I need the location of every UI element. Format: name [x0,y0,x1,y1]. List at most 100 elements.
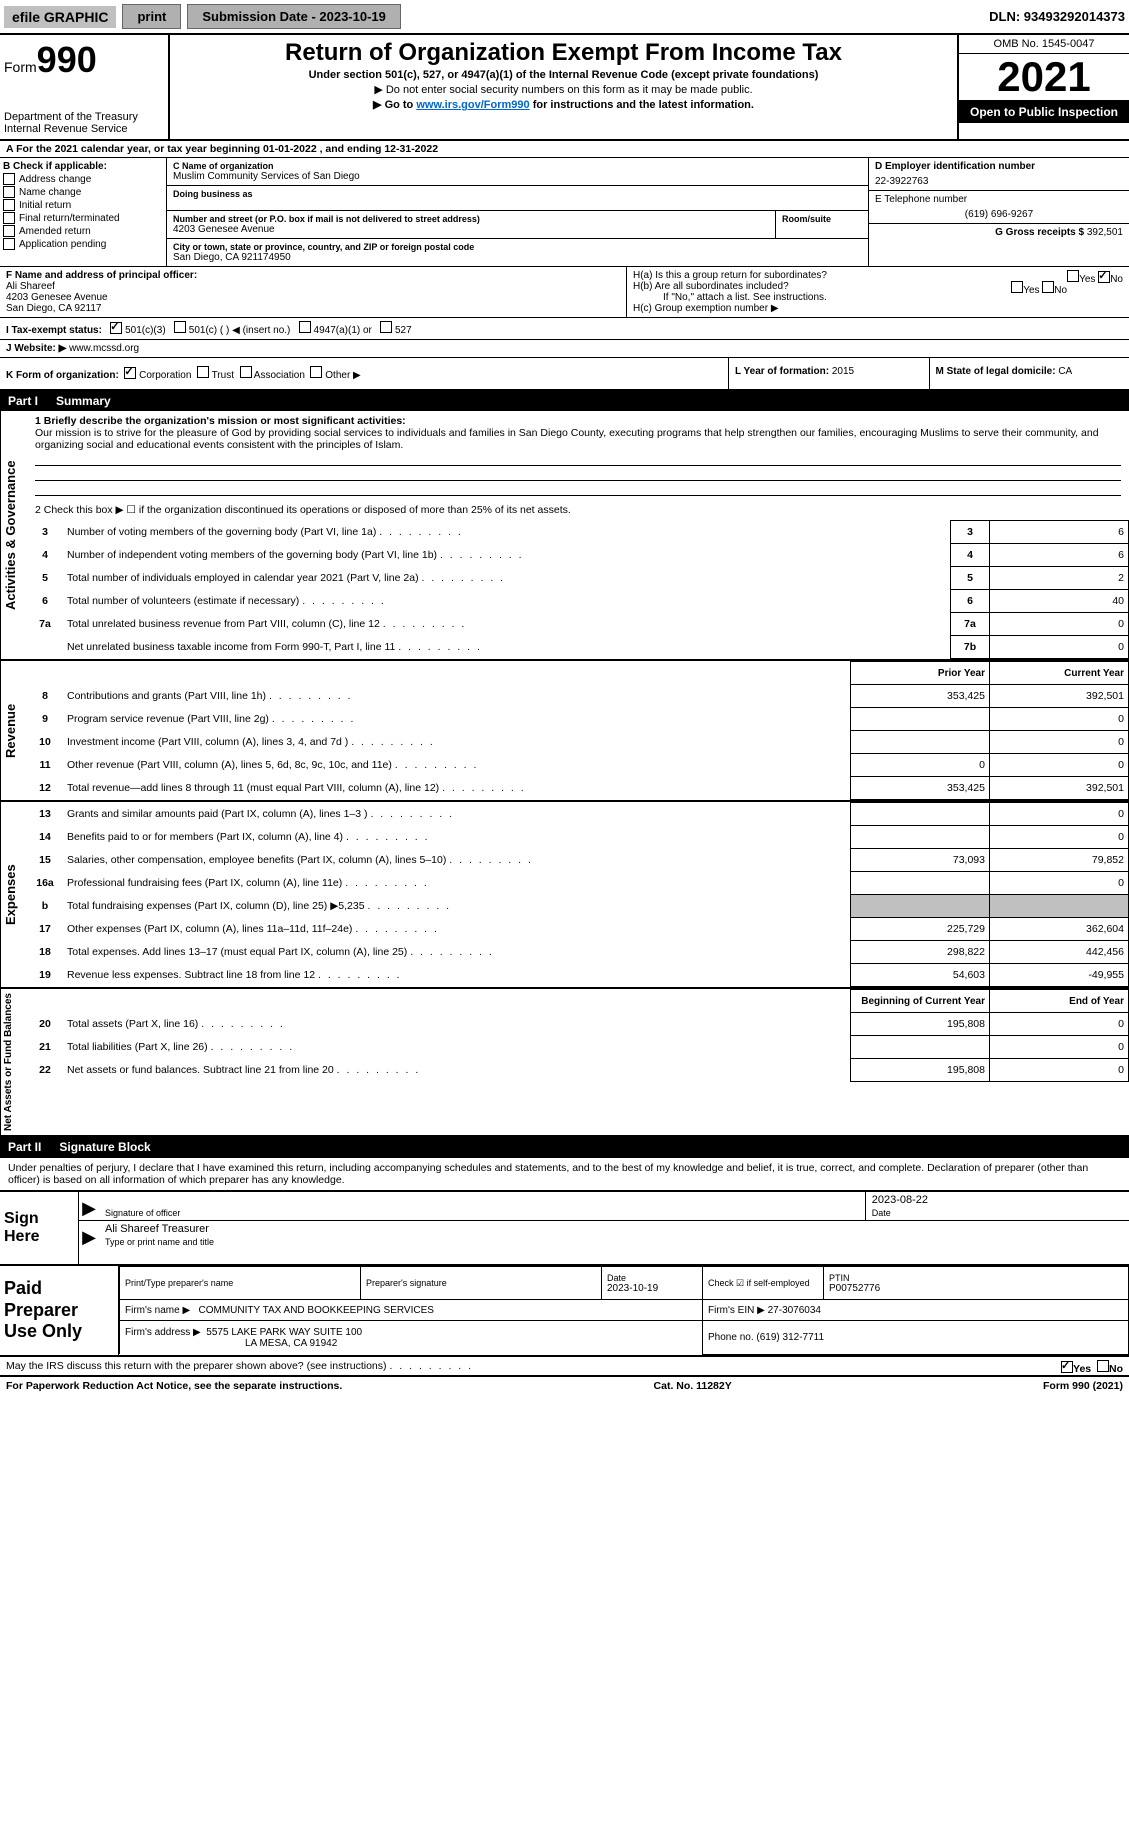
net-assets-block: Net Assets or Fund Balances Beginning of… [0,989,1129,1137]
chk-trust[interactable] [197,366,209,378]
efile-label: efile GRAPHIC [4,6,116,28]
chk-other[interactable] [310,366,322,378]
table-row: 18Total expenses. Add lines 13–17 (must … [27,941,1129,964]
officer-name: Ali Shareef [6,281,55,292]
city-label: City or town, state or province, country… [173,242,862,252]
table-row: 4Number of independent voting members of… [27,544,1129,567]
vert-activities: Activities & Governance [0,411,27,659]
table-row: 19Revenue less expenses. Subtract line 1… [27,964,1129,987]
firm-addr-cell: Firm's address ▶ 5575 LAKE PARK WAY SUIT… [120,1321,703,1355]
sign-date-field: 2023-08-22 Date [865,1192,1129,1220]
chk-amended[interactable]: Amended return [3,225,163,237]
h-c: H(c) Group exemption number ▶ [633,303,1123,314]
end-header: End of Year [990,990,1129,1013]
dba-label: Doing business as [173,189,862,199]
ag-table: 3Number of voting members of the governi… [27,520,1129,659]
vert-expenses: Expenses [0,802,27,987]
chk-4947[interactable] [299,321,311,333]
table-row: 8Contributions and grants (Part VIII, li… [27,685,1129,708]
ein-value: 22-3922763 [875,176,1123,187]
entity-block: B Check if applicable: Address change Na… [0,158,1129,267]
activities-governance-block: Activities & Governance 1 Briefly descri… [0,411,1129,661]
top-toolbar: efile GRAPHIC print Submission Date - 20… [0,0,1129,33]
self-employed-cell[interactable]: Check ☑ if self-employed [703,1267,824,1300]
gross-value: 392,501 [1087,227,1123,238]
preparer-table: Print/Type preparer's name Preparer's si… [119,1266,1129,1355]
footer: For Paperwork Reduction Act Notice, see … [0,1377,1129,1395]
part-2-num: Part II [8,1140,41,1154]
city-value: San Diego, CA 921174950 [173,252,862,263]
h-a: H(a) Is this a group return for subordin… [633,270,1123,281]
officer-signature-field[interactable]: Signature of officer [99,1192,865,1220]
chk-initial-return[interactable]: Initial return [3,199,163,211]
gross-label: G Gross receipts $ [995,227,1084,238]
chk-name-change[interactable]: Name change [3,186,163,198]
prep-sig-cell[interactable]: Preparer's signature [361,1267,602,1300]
chk-501c3[interactable] [110,322,122,334]
table-row: 16aProfessional fundraising fees (Part I… [27,872,1129,895]
h-b: H(b) Are all subordinates included? Yes … [633,281,1123,292]
form-number: Form990 [4,39,164,81]
footer-cat: Cat. No. 11282Y [654,1380,732,1392]
header-left: Form990 Department of the Treasury Inter… [0,35,170,139]
row-j: J Website: ▶ www.mcssd.org [0,340,1129,358]
table-row: 22Net assets or fund balances. Subtract … [27,1059,1129,1082]
box-b-label: B Check if applicable: [3,161,163,172]
dln-label: DLN: 93493292014373 [989,9,1125,24]
table-row: 14Benefits paid to or for members (Part … [27,826,1129,849]
discuss-row: May the IRS discuss this return with the… [0,1357,1129,1377]
table-row: 3Number of voting members of the governi… [27,521,1129,544]
firm-ein-cell: Firm's EIN ▶ 27-3076034 [703,1300,1129,1321]
subtitle-1: Under section 501(c), 527, or 4947(a)(1)… [174,69,953,81]
table-row: bTotal fundraising expenses (Part IX, co… [27,895,1129,918]
open-public: Open to Public Inspection [959,101,1129,123]
box-l: L Year of formation: 2015 [729,358,930,389]
line-2: 2 Check this box ▶ ☐ if the organization… [27,500,1129,520]
discuss-no-chk[interactable] [1097,1360,1109,1372]
dept-treasury: Department of the Treasury [4,111,164,123]
submission-date-button[interactable]: Submission Date - 2023-10-19 [187,4,401,29]
mission-text: Our mission is to strive for the pleasur… [35,427,1099,451]
addr-value: 4203 Genesee Avenue [173,224,769,235]
prep-name-cell: Print/Type preparer's name [120,1267,361,1300]
table-row: 13Grants and similar amounts paid (Part … [27,803,1129,826]
officer-name-field: Ali Shareef Treasurer Type or print name… [99,1221,1129,1249]
box-b: B Check if applicable: Address change Na… [0,158,167,266]
line-a: A For the 2021 calendar year, or tax yea… [0,141,1129,158]
part-1-header: Part I Summary [0,391,1129,411]
table-row: 15Salaries, other compensation, employee… [27,849,1129,872]
discuss-yes-chk[interactable] [1061,1361,1073,1373]
expenses-block: Expenses 13Grants and similar amounts pa… [0,802,1129,989]
room-label: Room/suite [782,214,862,224]
chk-corp[interactable] [124,367,136,379]
mission-block: 1 Briefly describe the organization's mi… [27,411,1129,500]
chk-assoc[interactable] [240,366,252,378]
subtitle-2: ▶ Do not enter social security numbers o… [174,83,953,96]
sign-here-label: Sign Here [0,1192,79,1264]
net-header-row: Beginning of Current Year End of Year [27,990,1129,1013]
irs-link[interactable]: www.irs.gov/Form990 [416,99,529,111]
expenses-table: 13Grants and similar amounts paid (Part … [27,802,1129,987]
table-row: 12Total revenue—add lines 8 through 11 (… [27,777,1129,800]
part-2-title: Signature Block [59,1140,150,1154]
chk-501c[interactable] [174,321,186,333]
phone-label: E Telephone number [875,194,1123,205]
officer-addr1: 4203 Genesee Avenue [6,292,108,303]
print-button[interactable]: print [122,4,181,29]
table-row: 11Other revenue (Part VIII, column (A), … [27,754,1129,777]
firm-name-cell: Firm's name ▶ COMMUNITY TAX AND BOOKKEEP… [120,1300,703,1321]
chk-final-return[interactable]: Final return/terminated [3,212,163,224]
table-row: 9Program service revenue (Part VIII, lin… [27,708,1129,731]
chk-address-change[interactable]: Address change [3,173,163,185]
row-i: I Tax-exempt status: 501(c)(3) 501(c) ( … [0,318,1129,340]
revenue-table: Prior Year Current Year 8Contributions a… [27,661,1129,800]
mission-label: 1 Briefly describe the organization's mi… [35,415,406,427]
org-name: Muslim Community Services of San Diego [173,171,862,182]
part-1-num: Part I [8,394,38,408]
row-k-l-m: K Form of organization: Corporation Trus… [0,358,1129,391]
chk-527[interactable] [380,321,392,333]
ein-label: D Employer identification number [875,161,1123,172]
prep-date-cell: Date 2023-10-19 [602,1267,703,1300]
chk-app-pending[interactable]: Application pending [3,238,163,250]
tax-status-label: I Tax-exempt status: [6,325,102,336]
